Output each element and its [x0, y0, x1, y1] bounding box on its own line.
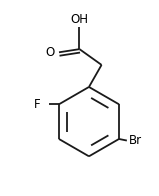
Text: O: O: [46, 46, 55, 59]
Text: F: F: [33, 98, 40, 111]
Text: OH: OH: [70, 13, 89, 26]
Text: Br: Br: [129, 134, 142, 147]
